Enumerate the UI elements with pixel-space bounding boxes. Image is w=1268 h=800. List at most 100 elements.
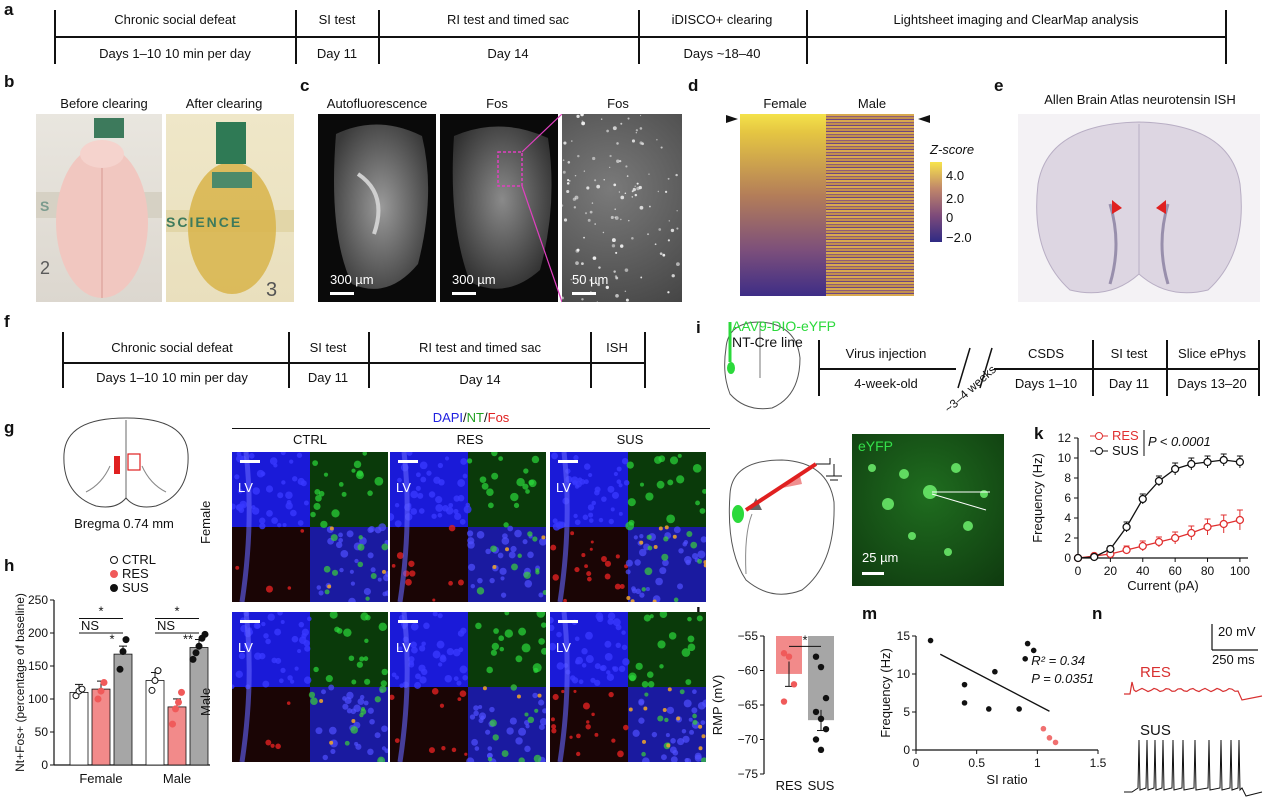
timeline-a-stage-bottom: Day 11	[316, 46, 358, 61]
timeline-i-stage-bottom: Day 11	[1108, 376, 1150, 391]
fos-dot	[627, 219, 630, 222]
nucleus-dot	[457, 479, 466, 487]
nucleus-dot	[297, 520, 304, 526]
merge-dot	[532, 536, 538, 542]
lateral-ventricle	[397, 452, 410, 602]
zscore-tick: 0	[946, 210, 954, 225]
data-point	[1122, 545, 1131, 555]
fos-dot	[662, 253, 666, 257]
stat-label: *	[109, 632, 114, 647]
merge-dot	[527, 716, 535, 724]
fos-dot	[270, 743, 275, 748]
nt-dot	[491, 642, 500, 651]
merge-dot	[359, 694, 365, 700]
fos-dot	[431, 688, 439, 695]
nucleus-dot	[622, 658, 630, 666]
nt-dot	[312, 460, 319, 466]
nucleus-dot	[444, 674, 453, 683]
nucleus-dot	[616, 479, 622, 485]
panel-label-g: g	[4, 418, 15, 437]
timeline-i-stage-bottom: 4-week-old	[854, 376, 918, 391]
fos-dot	[590, 540, 594, 544]
merge-dot	[539, 537, 546, 546]
merge-dot	[324, 589, 330, 595]
lv-label: LV	[556, 640, 571, 655]
nucleus-dot	[248, 453, 255, 459]
bar	[145, 680, 165, 766]
eyfp-cell	[908, 532, 916, 540]
scale-label: 300 µm	[330, 272, 374, 287]
fos-dot	[608, 691, 614, 698]
merge-dot	[646, 534, 652, 540]
x-tick-label: 100	[1230, 564, 1250, 578]
merge-dot	[476, 587, 485, 595]
nucleus-dot	[439, 655, 447, 663]
nt-dot	[374, 476, 384, 486]
nucleus-dot	[446, 648, 454, 656]
nucleus-dot	[426, 470, 432, 476]
merge-dot	[645, 587, 650, 592]
merge-dot	[357, 543, 365, 551]
ephys-schematic	[728, 458, 842, 595]
merge-dot	[686, 531, 693, 538]
nt-dot	[331, 509, 340, 518]
fos-dot	[391, 564, 396, 568]
merge-dot	[647, 545, 653, 551]
fos-dot	[636, 186, 640, 191]
merge-dot	[508, 551, 516, 559]
nucleus-dot	[259, 522, 266, 530]
nucleus-dot	[601, 496, 607, 502]
nt-dot	[676, 475, 685, 484]
nt-dot	[310, 511, 316, 518]
fos-dot	[625, 165, 628, 168]
nucleus-dot	[595, 612, 604, 621]
nucleus-dot	[574, 659, 581, 665]
nucleus-dot	[394, 502, 400, 508]
data-point	[201, 630, 209, 638]
nucleus-dot	[459, 665, 468, 674]
merge-dot	[374, 696, 381, 703]
fos-dot	[601, 556, 607, 562]
data-point	[78, 685, 86, 693]
heatmap-right-arrow-icon	[918, 115, 930, 123]
bregma-caption: Bregma 0.74 mm	[74, 516, 174, 531]
fos-dot	[567, 160, 571, 164]
merge-dot	[511, 563, 518, 571]
lv-label: LV	[396, 480, 411, 495]
bar	[69, 691, 89, 766]
nucleus-dot	[459, 518, 466, 525]
nucleus-dot	[438, 662, 443, 667]
merge-dot	[670, 738, 676, 744]
fos-dot	[574, 174, 577, 177]
nucleus-dot	[582, 514, 589, 521]
fos-dot	[581, 120, 583, 122]
fos-dot	[648, 173, 650, 175]
channel-quadrant	[310, 527, 388, 602]
data-point	[1235, 457, 1245, 467]
fos-dot	[611, 738, 616, 743]
micrograph-graphic: LV	[390, 452, 546, 602]
nt-dot	[378, 622, 387, 632]
y-tick-label: 8	[1064, 471, 1071, 485]
lateral-ventricle	[239, 612, 252, 762]
merge-dot	[701, 734, 706, 739]
merge-dot	[703, 563, 706, 568]
grid-header-rule	[232, 428, 710, 429]
fos-dot	[597, 283, 601, 287]
timeline-f-stage-bottom: Day 11	[307, 370, 349, 385]
data-point	[1122, 522, 1131, 532]
y-tick-label: 0	[41, 758, 48, 772]
merge-dot	[539, 717, 546, 726]
nt-dot	[685, 679, 692, 685]
merge-dot	[527, 531, 533, 537]
data-point	[1030, 647, 1037, 654]
fos-dot	[618, 191, 620, 193]
x-tick-label: 1	[1034, 756, 1041, 770]
merge-dot	[473, 705, 479, 711]
nucleus-dot	[431, 513, 437, 519]
data-point	[927, 637, 934, 644]
merge-dot	[316, 585, 322, 590]
nucleus-dot	[410, 508, 418, 515]
fos-dot	[631, 196, 634, 198]
nt-dot	[504, 629, 513, 638]
